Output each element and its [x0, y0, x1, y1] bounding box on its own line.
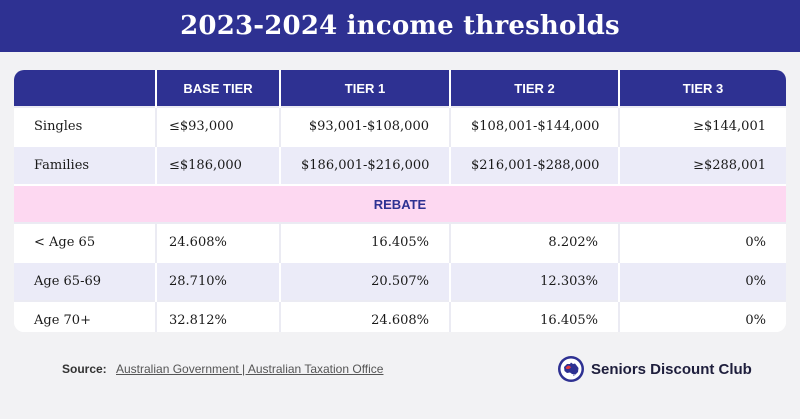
cell-tier-1: $93,001-$108,000 [279, 106, 450, 146]
cell-tier-1: $186,001-$216,000 [279, 145, 450, 185]
source-label: Source: [62, 362, 107, 376]
table-row-singles: Singles ≤$93,000 $93,001-$108,000 $108,0… [14, 106, 786, 146]
header-tier-1: TIER 1 [279, 70, 450, 107]
australia-map-badge-icon [558, 356, 584, 382]
table-row-families: Families ≤$186,000 $186,001-$216,000 $21… [14, 145, 786, 185]
title-banner: 2023-2024 income thresholds [0, 0, 800, 52]
page-title: 2023-2024 income thresholds [180, 11, 620, 41]
table-row-age-65-69: Age 65-69 28.710% 20.507% 12.303% 0% [14, 261, 786, 301]
table-row-under-65: < Age 65 24.608% 16.405% 8.202% 0% [14, 222, 786, 262]
cell-base-tier: 24.608% [155, 222, 280, 262]
cell-tier-2: $108,001-$144,000 [449, 106, 619, 146]
cell-tier-3: 0% [618, 222, 786, 262]
row-label: Age 65-69 [14, 261, 156, 301]
thresholds-table-card: BASE TIER TIER 1 TIER 2 TIER 3 Singles ≤… [14, 70, 786, 332]
cell-tier-1: 16.405% [279, 222, 450, 262]
brand-name: Seniors Discount Club [591, 360, 752, 378]
cell-tier-1: 24.608% [279, 300, 450, 332]
rebate-section-label: REBATE [14, 184, 786, 223]
cell-tier-1: 20.507% [279, 261, 450, 301]
table-row-age-70-plus: Age 70+ 32.812% 24.608% 16.405% 0% [14, 300, 786, 332]
cell-tier-2: 12.303% [449, 261, 619, 301]
cell-tier-3: ≥$288,001 [618, 145, 786, 185]
source-link[interactable]: Australian Government | Australian Taxat… [116, 362, 384, 376]
cell-tier-2: 16.405% [449, 300, 619, 332]
row-label: Singles [14, 106, 156, 146]
cell-base-tier: ≤$186,000 [155, 145, 280, 185]
cell-base-tier: 28.710% [155, 261, 280, 301]
cell-tier-3: ≥$144,001 [618, 106, 786, 146]
cell-tier-2: 8.202% [449, 222, 619, 262]
table-header-row: BASE TIER TIER 1 TIER 2 TIER 3 [14, 70, 786, 107]
cell-base-tier: ≤$93,000 [155, 106, 280, 146]
header-base-tier: BASE TIER [155, 70, 280, 107]
thresholds-table: BASE TIER TIER 1 TIER 2 TIER 3 Singles ≤… [14, 70, 786, 332]
cell-tier-3: 0% [618, 300, 786, 332]
rebate-section-row: REBATE [14, 184, 786, 223]
row-label: Families [14, 145, 156, 185]
row-label: Age 70+ [14, 300, 156, 332]
header-empty [14, 70, 156, 107]
header-tier-3: TIER 3 [618, 70, 786, 107]
cell-base-tier: 32.812% [155, 300, 280, 332]
row-label: < Age 65 [14, 222, 156, 262]
footer: Source: Australian Government | Australi… [0, 350, 800, 390]
cell-tier-3: 0% [618, 261, 786, 301]
brand: Seniors Discount Club [557, 354, 752, 384]
cell-tier-2: $216,001-$288,000 [449, 145, 619, 185]
header-tier-2: TIER 2 [449, 70, 619, 107]
